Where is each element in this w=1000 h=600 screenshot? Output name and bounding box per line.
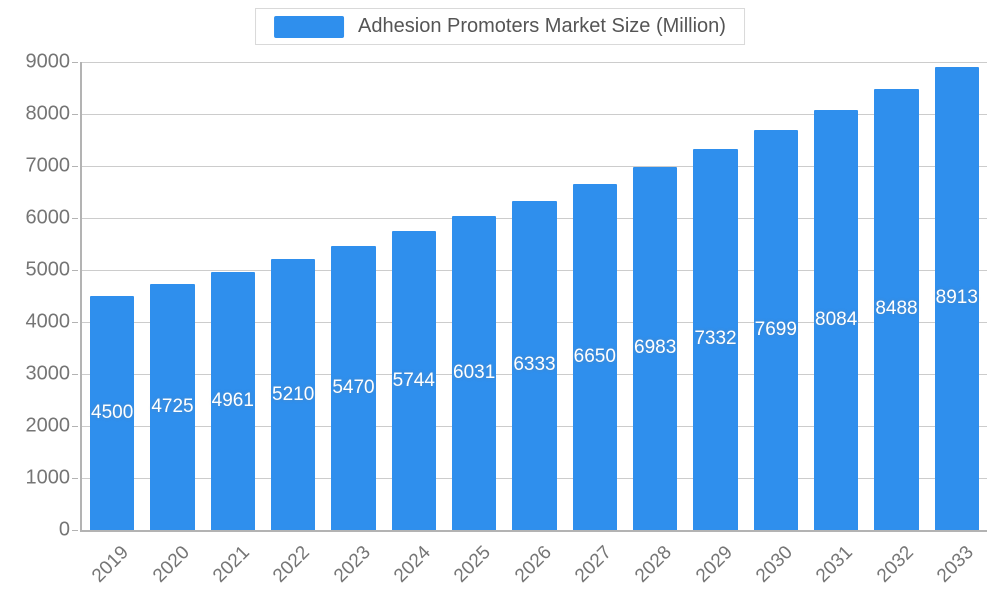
gridline xyxy=(82,114,987,115)
bar-value-label: 6983 xyxy=(634,337,677,359)
bar: 6983 xyxy=(632,166,678,530)
bar: 8084 xyxy=(813,109,859,530)
y-tick-label: 5000 xyxy=(25,258,71,281)
y-tick-mark xyxy=(72,322,78,323)
y-tick-mark xyxy=(72,218,78,219)
bar: 7332 xyxy=(693,148,738,530)
bar-value-label: 6031 xyxy=(453,362,496,384)
bar: 6650 xyxy=(572,184,618,530)
bar-value-label: 4725 xyxy=(151,396,194,418)
y-tick-mark xyxy=(72,426,78,427)
x-tick-label: 2023 xyxy=(329,542,375,587)
x-tick-label: 2033 xyxy=(932,542,978,587)
bar-value-label: 5744 xyxy=(392,369,435,391)
plot-area: 4500 4725 4961 5210 5470 5744 6031 6333 6650 6983… xyxy=(80,62,987,532)
y-tick-label: 3000 xyxy=(25,362,71,385)
x-tick-label: 2032 xyxy=(872,542,918,587)
bar-value-label: 7699 xyxy=(754,318,797,340)
bar-value-label: 7332 xyxy=(694,328,737,350)
y-tick-label: 7000 xyxy=(25,154,71,177)
y-tick-label: 2000 xyxy=(25,414,71,437)
y-tick-label: 6000 xyxy=(25,206,71,229)
bar: 8488 xyxy=(874,88,919,530)
gridline xyxy=(82,166,987,167)
y-tick-mark xyxy=(72,114,78,115)
bar-value-label: 8913 xyxy=(935,287,978,309)
bar: 4500 xyxy=(89,296,135,530)
x-tick-label: 2031 xyxy=(812,542,858,587)
legend-swatch xyxy=(274,15,345,38)
legend[interactable]: Adhesion Promoters Market Size (Million) xyxy=(255,8,745,45)
x-tick-label: 2025 xyxy=(450,542,496,587)
bar: 6031 xyxy=(451,216,497,530)
bar-value-label: 6650 xyxy=(573,346,616,368)
bar-value-label: 4961 xyxy=(211,390,254,412)
y-tick-mark xyxy=(72,478,78,479)
y-tick-mark xyxy=(72,62,78,63)
y-tick-label: 8000 xyxy=(25,102,71,125)
x-tick-label: 2026 xyxy=(510,542,556,587)
bar-value-label: 8488 xyxy=(875,298,918,320)
y-tick-mark xyxy=(72,270,78,271)
bar-value-label: 4500 xyxy=(91,402,134,423)
y-tick-label: 9000 xyxy=(25,50,71,73)
bar: 5210 xyxy=(270,259,316,530)
bar-value-label: 6333 xyxy=(513,354,556,376)
bar-value-label: 5470 xyxy=(332,376,375,398)
x-tick-label: 2024 xyxy=(389,542,435,587)
y-tick-label: 4000 xyxy=(25,310,71,333)
x-tick-label: 2022 xyxy=(269,542,315,587)
gridline xyxy=(82,62,987,63)
bar-value-label: 5210 xyxy=(272,383,315,405)
bar: 4961 xyxy=(210,272,256,530)
x-tick-label: 2021 xyxy=(208,542,254,587)
bar: 8913 xyxy=(934,66,980,530)
x-tick-label: 2020 xyxy=(148,542,194,587)
y-tick-mark xyxy=(72,166,78,167)
y-tick-label: 0 xyxy=(58,518,70,541)
legend-title: Adhesion Promoters Market Size (Million) xyxy=(358,15,726,37)
bar: 6333 xyxy=(512,200,557,530)
y-tick-label: 1000 xyxy=(25,466,71,489)
bar: 7699 xyxy=(753,129,799,530)
bar: 4725 xyxy=(150,284,195,530)
x-tick-label: 2028 xyxy=(631,542,677,587)
x-tick-label: 2029 xyxy=(691,542,737,587)
x-tick-label: 2030 xyxy=(751,542,797,587)
bar: 5744 xyxy=(391,231,437,530)
bar-value-label: 8084 xyxy=(815,308,858,330)
bar: 5470 xyxy=(331,245,376,530)
y-tick-mark xyxy=(72,374,78,375)
x-tick-label: 2019 xyxy=(88,542,134,587)
y-tick-mark xyxy=(72,530,78,531)
x-tick-label: 2027 xyxy=(570,542,616,587)
